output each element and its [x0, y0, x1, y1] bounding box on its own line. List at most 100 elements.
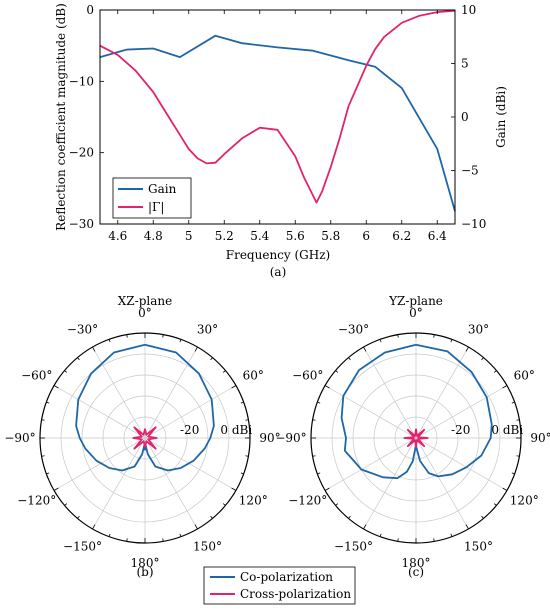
- polar-outer-tick: [317, 472, 321, 475]
- polar-angle-label: 120°: [239, 494, 268, 508]
- legend-reflection-label: |Γ|: [148, 200, 164, 214]
- polar-outer-tick: [46, 401, 50, 404]
- x-tick-label: 5.2: [215, 229, 234, 243]
- polar-outer-tick: [108, 339, 111, 343]
- polar-outer-tick: [41, 419, 45, 421]
- polar-angle-label: −120°: [288, 494, 327, 508]
- polar-outer-tick: [53, 385, 59, 389]
- polar-angle-label: 150°: [193, 539, 222, 553]
- xz-plane-polar-chart: 0° 30° 60° 90° 120° 150° 180° −150° −120° −90° −60…: [4, 306, 280, 570]
- polar-angle-label: 180°: [131, 556, 160, 570]
- top-chart-series: [99, 9, 456, 212]
- bottom-legend-box: [203, 566, 356, 605]
- polar-outer-tick: [324, 487, 330, 491]
- polar-outer-tick: [450, 533, 453, 537]
- polar-outer-tick: [465, 524, 469, 530]
- polar-angle-label: 0°: [138, 306, 152, 320]
- polar-outer-tick: [92, 524, 96, 530]
- polar-outer-tick: [335, 503, 339, 506]
- polar-outer-tick: [450, 339, 453, 343]
- x-tick-label: 5.6: [286, 229, 305, 243]
- polar-angle-label: −150°: [63, 539, 102, 553]
- polar-angle-label: 60°: [243, 369, 264, 383]
- top-chart-right-y-label: Gain (dBi): [494, 86, 508, 148]
- polar-outer-tick: [41, 455, 45, 457]
- top-chart-x-ticks: 4.6 4.8 5 5.2 5.4 5.6 5.8 6 6.2 6.4: [108, 10, 447, 243]
- right-y-tick-label: 0: [461, 110, 469, 124]
- polar-outer-tick: [312, 419, 316, 421]
- top-chart-left-y-label: Reflection coefficient magnitude (dB): [54, 3, 68, 231]
- x-tick-label: 5.8: [321, 229, 340, 243]
- polar-angle-label: −30°: [338, 323, 369, 337]
- polar-outer-tick: [363, 346, 367, 352]
- polar-outer-tick: [379, 533, 382, 537]
- polar-outer-tick: [108, 533, 111, 537]
- polar-outer-tick: [245, 455, 249, 457]
- polar-radial-label-20: -20: [180, 423, 199, 437]
- polar-angle-label: 120°: [510, 494, 539, 508]
- x-tick-label: 6.2: [392, 229, 411, 243]
- x-tick-label: 6.4: [428, 229, 447, 243]
- polar-radial-label-0dbi: 0 dBi: [220, 423, 252, 437]
- x-tick-label: 5: [185, 229, 193, 243]
- polar-outer-tick: [46, 472, 50, 475]
- right-y-tick-label: −5: [461, 164, 479, 178]
- polar-outer-tick: [317, 401, 321, 404]
- polar-angle-label: 150°: [464, 539, 493, 553]
- polar-outer-tick: [53, 487, 59, 491]
- polar-outer-tick: [222, 503, 226, 506]
- polar-outer-tick: [511, 401, 515, 404]
- polar-outer-tick: [502, 385, 508, 389]
- polar-angle-label: −150°: [334, 539, 373, 553]
- polar-outer-tick: [92, 346, 96, 352]
- polar-angle-label: −90°: [275, 431, 306, 445]
- top-chart-legend: Gain |Γ|: [112, 177, 192, 219]
- left-y-tick-label: 0: [86, 3, 94, 17]
- polar-outer-tick: [179, 533, 182, 537]
- polar-outer-tick: [210, 357, 213, 361]
- polar-outer-tick: [397, 334, 399, 338]
- polar-outer-tick: [194, 346, 198, 352]
- polar-outer-tick: [433, 538, 435, 542]
- polar-outer-tick: [231, 487, 237, 491]
- polar-c-title: YZ-plane: [388, 294, 443, 308]
- top-chart-x-label: Frequency (GHz): [226, 248, 330, 262]
- polar-angle-label: −120°: [17, 494, 56, 508]
- polar-outer-tick: [465, 346, 469, 352]
- left-y-tick-label: −30: [69, 217, 94, 231]
- right-y-tick-label: −10: [461, 217, 486, 231]
- polar-grid-spoke: [92, 346, 198, 530]
- polar-angle-label: 0°: [409, 306, 423, 320]
- polar-outer-tick: [77, 357, 80, 361]
- polar-angle-label: 180°: [402, 556, 431, 570]
- polar-angle-label: 60°: [514, 369, 535, 383]
- polar-outer-tick: [210, 515, 213, 519]
- polar-outer-tick: [397, 538, 399, 542]
- bottom-legend: Co-polarization Cross-polarization: [203, 566, 356, 605]
- polar-outer-tick: [222, 370, 226, 373]
- reflection-series-line: [99, 9, 456, 204]
- yz-plane-polar-chart: 0° 30° 60° 90° 120° 150° 180° −150° −120° −90° −60…: [275, 306, 550, 570]
- polar-radial-label-20: -20: [451, 423, 470, 437]
- x-tick-label: 6: [362, 229, 370, 243]
- polar-outer-tick: [231, 385, 237, 389]
- top-chart-caption: (a): [270, 265, 287, 279]
- x-tick-label: 5.4: [250, 229, 269, 243]
- polar-outer-tick: [194, 524, 198, 530]
- right-y-tick-label: 10: [461, 3, 476, 17]
- polar-outer-tick: [363, 524, 367, 530]
- polar-outer-tick: [511, 472, 515, 475]
- polar-outer-tick: [481, 515, 484, 519]
- polar-outer-tick: [162, 538, 164, 542]
- polar-angle-label: −30°: [67, 323, 98, 337]
- polar-outer-tick: [240, 401, 244, 404]
- polar-outer-tick: [64, 503, 68, 506]
- polar-outer-tick: [502, 487, 508, 491]
- polar-outer-tick: [77, 515, 80, 519]
- polar-outer-tick: [493, 370, 497, 373]
- polar-outer-tick: [493, 503, 497, 506]
- x-tick-label: 4.8: [144, 229, 163, 243]
- polar-outer-tick: [348, 357, 351, 361]
- polar-angle-label: −90°: [4, 431, 35, 445]
